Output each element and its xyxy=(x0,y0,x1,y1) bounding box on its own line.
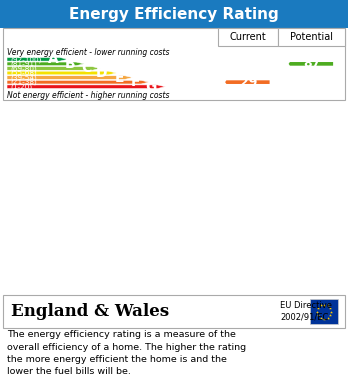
Polygon shape xyxy=(7,85,165,88)
Text: B: B xyxy=(64,57,75,71)
Polygon shape xyxy=(225,80,270,84)
Text: (39-54): (39-54) xyxy=(10,74,37,81)
Text: (81-91): (81-91) xyxy=(10,61,37,67)
Text: F: F xyxy=(130,75,140,89)
Bar xyxy=(218,28,278,46)
Text: G: G xyxy=(145,80,156,94)
Text: (92-100): (92-100) xyxy=(10,56,41,63)
Text: 29: 29 xyxy=(240,75,257,89)
Text: 87: 87 xyxy=(303,57,321,70)
Polygon shape xyxy=(7,80,149,84)
Polygon shape xyxy=(7,76,133,79)
Polygon shape xyxy=(7,71,117,75)
Text: (1-20): (1-20) xyxy=(10,83,32,90)
Polygon shape xyxy=(7,57,68,61)
Bar xyxy=(3,295,345,328)
Text: D: D xyxy=(96,66,108,80)
Bar xyxy=(0,0,348,28)
Text: (21-38): (21-38) xyxy=(10,79,37,85)
Bar xyxy=(310,299,338,324)
Bar xyxy=(3,28,345,100)
Text: (55-68): (55-68) xyxy=(10,70,37,76)
Bar xyxy=(278,28,345,46)
Text: Not energy efficient - higher running costs: Not energy efficient - higher running co… xyxy=(7,91,169,100)
Text: Potential: Potential xyxy=(290,32,333,42)
Text: England & Wales: England & Wales xyxy=(11,303,169,320)
Text: Very energy efficient - lower running costs: Very energy efficient - lower running co… xyxy=(7,48,169,57)
Polygon shape xyxy=(7,62,84,66)
Polygon shape xyxy=(288,62,333,66)
Text: EU Directive
2002/91/EC: EU Directive 2002/91/EC xyxy=(280,301,332,322)
Text: A: A xyxy=(48,52,59,66)
Text: Current: Current xyxy=(230,32,266,42)
Polygon shape xyxy=(7,66,100,70)
Text: Energy Efficiency Rating: Energy Efficiency Rating xyxy=(69,7,279,22)
Text: (69-80): (69-80) xyxy=(10,65,37,72)
Text: C: C xyxy=(81,61,92,75)
Text: E: E xyxy=(114,70,124,84)
Text: The energy efficiency rating is a measure of the
overall efficiency of a home. T: The energy efficiency rating is a measur… xyxy=(7,330,246,377)
